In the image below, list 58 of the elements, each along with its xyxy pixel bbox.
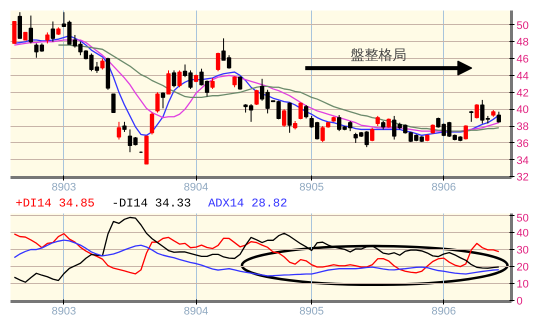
candlestick <box>45 32 50 44</box>
candlestick <box>160 92 166 109</box>
candlestick <box>150 112 154 135</box>
y-tick-label: 44 <box>516 70 529 82</box>
y-tick-label: 10 <box>516 278 529 291</box>
x-tick-label: 8903 <box>52 182 76 194</box>
x-tick-label: 8905 <box>299 182 324 194</box>
y-tick-label: 34 <box>516 154 529 167</box>
series-label: +DI14 34.85 <box>16 196 95 210</box>
candlestick <box>100 58 105 70</box>
candlestick <box>376 115 380 127</box>
y-tick-label: 38 <box>516 121 529 134</box>
candlestick <box>464 124 468 140</box>
candlestick <box>18 12 22 39</box>
y-tick-label: 50 <box>516 20 529 32</box>
candlestick <box>122 121 127 132</box>
text: ADX14 28.82 <box>208 196 288 210</box>
x-tick-label: 8906 <box>432 306 456 318</box>
x-tick-label: 8905 <box>299 306 324 318</box>
y-tick-label: 50 <box>516 212 529 224</box>
y-tick-label: 32 <box>516 172 529 184</box>
candlestick <box>50 20 56 42</box>
candlestick <box>320 126 325 143</box>
y-tick-label: 48 <box>516 36 529 49</box>
candlestick <box>116 121 122 140</box>
line-series <box>14 233 500 274</box>
candlestick <box>172 70 176 88</box>
candlestick <box>474 104 479 119</box>
candlestick <box>254 89 259 106</box>
candlestick <box>177 70 182 88</box>
series-label: -DI14 34.33 <box>112 196 192 210</box>
candlestick <box>12 20 17 44</box>
candlestick <box>287 102 292 134</box>
candlestick <box>166 70 171 94</box>
y-tick-label: 40 <box>516 104 529 116</box>
candlestick <box>111 94 116 114</box>
y-tick-label: 46 <box>516 54 529 66</box>
annotation: 盤整格局 <box>350 46 407 62</box>
candlestick <box>28 15 34 44</box>
y-tick-label: 30 <box>516 244 529 256</box>
line-series <box>14 240 500 277</box>
candlestick <box>155 92 160 114</box>
x-tick-label: 8904 <box>184 182 208 194</box>
y-tick-label: 20 <box>516 261 529 274</box>
candlestick <box>304 104 308 119</box>
y-tick-label: 36 <box>516 138 529 150</box>
candlestick <box>370 127 374 142</box>
candlestick <box>210 77 215 90</box>
candlestick <box>238 76 242 90</box>
candlestick <box>216 52 220 72</box>
y-tick-label: 0 <box>516 296 523 308</box>
candlestick <box>298 102 303 120</box>
x-tick-label: 8903 <box>52 306 76 318</box>
y-tick-label: 42 <box>516 87 529 100</box>
x-tick-label: 8904 <box>184 306 208 318</box>
candlestick <box>282 108 286 128</box>
y-tick-label: 40 <box>516 227 529 240</box>
x-tick-label: 8906 <box>432 182 456 194</box>
